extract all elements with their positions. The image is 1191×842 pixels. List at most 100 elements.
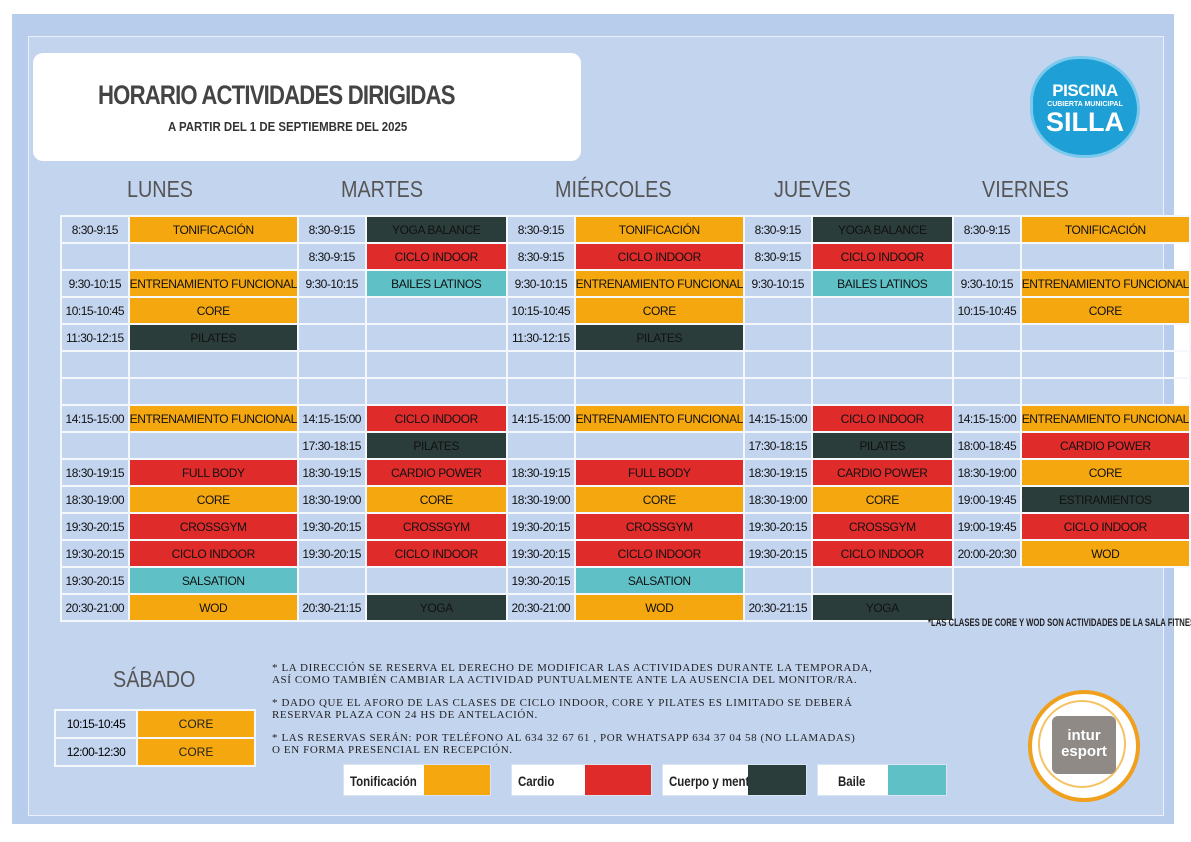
time-cell: 8:30-9:15 <box>506 242 576 271</box>
time-cell: 9:30-10:15 <box>742 269 813 298</box>
activity-cell <box>127 377 299 406</box>
time-cell <box>296 296 367 325</box>
activity-cell: PILATES <box>573 323 745 352</box>
activity-cell: CARDIO POWER <box>364 458 509 487</box>
activity-cell: CORE <box>127 485 299 514</box>
time-cell <box>742 323 813 352</box>
time-cell: 18:30-19:15 <box>742 458 813 487</box>
legend-label: Tonificación <box>350 773 417 789</box>
legend-baile: Baile <box>817 764 947 796</box>
time-cell <box>296 566 367 595</box>
time-cell: 9:30-10:15 <box>296 269 367 298</box>
time-cell: 18:00-18:45 <box>952 431 1022 460</box>
time-cell: 18:30-19:00 <box>742 485 813 514</box>
activity-cell: TONIFICACIÓN <box>1019 215 1191 244</box>
activity-cell: CORE <box>1019 296 1191 325</box>
table-row: 19:30-20:15 CROSSGYM 19:30-20:15 CROSSGYM 19… <box>60 512 1191 541</box>
activity-cell: YOGA <box>364 593 509 622</box>
time-cell <box>296 323 367 352</box>
activity-cell: CICLO INDOOR <box>127 539 299 568</box>
time-cell <box>296 377 367 406</box>
day-heading-viernes: VIERNES <box>982 176 1069 202</box>
title-box <box>33 53 581 161</box>
activity-cell: CORE <box>127 296 299 325</box>
badge-line-2: esport <box>1061 743 1107 760</box>
time-cell: 18:30-19:15 <box>60 458 130 487</box>
legend-label: Baile <box>838 773 866 789</box>
activity-cell: CARDIO POWER <box>1019 431 1191 460</box>
activity-cell: CICLO INDOOR <box>810 242 955 271</box>
activity-cell <box>364 377 509 406</box>
activity-cell: CROSSGYM <box>127 512 299 541</box>
time-cell <box>60 350 130 379</box>
legend-swatch <box>424 765 490 795</box>
activity-cell: YOGA BALANCE <box>364 215 509 244</box>
activity-cell <box>127 350 299 379</box>
activity-cell: WOD <box>1019 539 1191 568</box>
time-cell: 8:30-9:15 <box>742 242 813 271</box>
time-cell: 19:30-20:15 <box>506 539 576 568</box>
activity-cell: ENTRENAMIENTO FUNCIONAL <box>1019 404 1191 433</box>
time-cell: 19:30-20:15 <box>506 512 576 541</box>
activity-cell: FULL BODY <box>573 458 745 487</box>
time-cell: 18:30-19:15 <box>506 458 576 487</box>
logo-line-3: SILLA <box>1046 107 1124 137</box>
time-cell: 18:30-19:00 <box>296 485 367 514</box>
table-row: 9:30-10:15 ENTRENAMIENTO FUNCIONAL 9:30-10… <box>60 269 1191 298</box>
activity-cell: FULL BODY <box>127 458 299 487</box>
time-cell: 14:15-15:00 <box>296 404 367 433</box>
activity-cell <box>810 350 955 379</box>
time-cell: 8:30-9:15 <box>60 215 130 244</box>
time-cell: 11:30-12:15 <box>60 323 130 352</box>
saturday-heading: SÁBADO <box>113 666 196 692</box>
activity-cell: CICLO INDOOR <box>364 242 509 271</box>
badge-line-1: intur <box>1067 727 1101 744</box>
activity-cell: TONIFICACIÓN <box>127 215 299 244</box>
time-cell: 19:30-20:15 <box>60 566 130 595</box>
badge-logo: intur esport <box>1052 716 1116 774</box>
activity-cell <box>573 431 745 460</box>
day-heading-jueves: JUEVES <box>774 176 851 202</box>
activity-cell: ENTRENAMIENTO FUNCIONAL <box>127 404 299 433</box>
notes-block: * LA DIRECCIÓN SE RESERVA EL DERECHO DE … <box>272 662 873 767</box>
note-item: * LAS RESERVAS SERÁN: POR TELÉFONO AL 63… <box>272 732 873 756</box>
activity-cell <box>364 350 509 379</box>
time-cell: 8:30-9:15 <box>952 215 1022 244</box>
badge-ring <box>1038 700 1126 788</box>
activity-cell: CICLO INDOOR <box>810 539 955 568</box>
time-cell <box>506 431 576 460</box>
time-cell: 11:30-12:15 <box>506 323 576 352</box>
legend-cuerpo-y-mente: Cuerpo y mente <box>662 764 807 796</box>
time-cell: 19:30-20:15 <box>296 512 367 541</box>
day-heading-martes: MARTES <box>341 176 424 202</box>
activity-cell <box>573 350 745 379</box>
activity-cell: CICLO INDOOR <box>810 404 955 433</box>
activity-cell <box>364 296 509 325</box>
legend-swatch <box>748 765 806 795</box>
activity-cell: CICLO INDOOR <box>1019 512 1191 541</box>
time-cell <box>953 567 1021 594</box>
activity-cell: CROSSGYM <box>364 512 509 541</box>
page-subtitle: A PARTIR DEL 1 DE SEPTIEMBRE DEL 2025 <box>168 119 408 134</box>
time-cell <box>952 323 1022 352</box>
time-cell: 19:30-20:15 <box>60 512 130 541</box>
time-cell: 8:30-9:15 <box>506 215 576 244</box>
time-cell: 20:30-21:00 <box>506 593 576 622</box>
activity-cell: SALSATION <box>127 566 299 595</box>
time-cell: 8:30-9:15 <box>296 242 367 271</box>
table-row: 10:15-10:45 CORE <box>54 709 256 739</box>
activity-cell: PILATES <box>127 323 299 352</box>
note-line: O EN FORMA PRESENCIAL EN RECEPCIÓN. <box>272 744 513 756</box>
activity-cell: CORE <box>1019 458 1191 487</box>
activity-cell: YOGA BALANCE <box>810 215 955 244</box>
schedule-table: 8:30-9:15 TONIFICACIÓN 8:30-9:15 YOGA BALAN… <box>60 215 1191 622</box>
activity-cell <box>127 431 299 460</box>
page-title: HORARIO ACTIVIDADES DIRIGIDAS <box>98 80 456 110</box>
activity-cell: SALSATION <box>573 566 745 595</box>
legend-swatch <box>888 765 946 795</box>
activity-cell: CICLO INDOOR <box>573 242 745 271</box>
table-row: 19:30-20:15 SALSATION 19:30-20:15 SALSATION <box>60 566 1190 595</box>
activity-cell: CORE <box>810 485 955 514</box>
time-cell: 8:30-9:15 <box>742 215 813 244</box>
activity-cell: BAILES LATINOS <box>364 269 509 298</box>
